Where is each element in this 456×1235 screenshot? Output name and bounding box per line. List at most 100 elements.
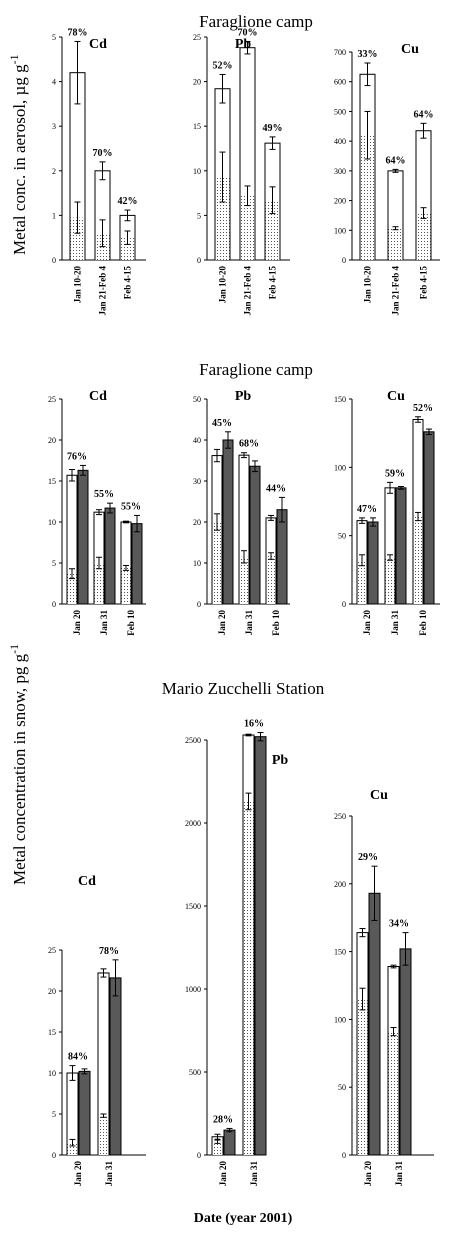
x-tick-label: Jan 31 (244, 610, 254, 636)
y-tick-label: 25 (48, 946, 56, 955)
chart-aerosol-cu: 0 100 200 300 400 500 600 700 Cu 33% Jan 10-20 64% J… (334, 42, 440, 316)
y-tick-label: 30 (193, 477, 201, 486)
y-axis-label-aerosol: Metal conc. in aerosol, µg g-1 (7, 54, 29, 255)
x-tick-label: Jan 20 (73, 1161, 83, 1187)
y-tick-label: 10 (193, 167, 201, 176)
percent-label: 33% (358, 49, 378, 60)
x-tick-label: Jan 21-Feb 4 (391, 266, 401, 316)
x-tick-label: Feb 10 (126, 610, 136, 636)
x-tick-label: Jan 10-20 (363, 266, 373, 304)
bar-soluble (243, 801, 254, 1155)
x-tick-label: Jan 31 (104, 1161, 114, 1187)
y-tick-label: 5 (52, 559, 56, 568)
y-tick-label: 10 (48, 518, 56, 527)
y-tick-label: 2500 (185, 736, 201, 745)
chart-snow-mz-cu: 0 50 100 150 200 250 Cu 29% Jan 20 34% Jan 31 (334, 788, 434, 1186)
y-tick-label: 600 (334, 78, 346, 87)
y-tick-label: 0 (197, 600, 201, 609)
y-tick-label: 3 (52, 122, 56, 131)
y-tick-label: 0 (342, 600, 346, 609)
chart-snow-fc-cu: 0 50 100 150 Cu 47% Jan 20 59% Jan 31 52% Feb 10 (334, 389, 440, 636)
y-tick-label: 5 (52, 1110, 56, 1119)
percent-label: 52% (213, 60, 233, 71)
panel-title-snow-fc-cu: Cu (387, 389, 405, 404)
bar-soluble (385, 557, 395, 604)
y-tick-label: 5 (52, 33, 56, 42)
y-tick-label: 0 (342, 256, 346, 265)
bar-soluble (212, 522, 222, 604)
bar-total-2 (78, 1070, 91, 1156)
y-tick-label: 700 (334, 48, 346, 57)
percent-label: 55% (94, 489, 114, 500)
y-tick-label: 10 (193, 559, 201, 568)
x-tick-label: Feb 4-15 (268, 266, 278, 300)
bar-soluble (388, 228, 403, 260)
y-tick-label: 20 (193, 78, 201, 87)
percent-label: 70% (238, 27, 258, 38)
y-tick-label: 0 (52, 1151, 56, 1160)
y-tick-label: 500 (189, 1068, 201, 1077)
x-tick-label: Jan 31 (394, 1161, 404, 1187)
x-tick-label: Jan 10-20 (73, 266, 83, 304)
chart-snow-fc-pb: 0 10 20 30 40 50 Pb 45% Jan 20 68% Jan 31 44% Feb 10 (193, 389, 290, 636)
percent-label: 59% (385, 468, 405, 479)
bar-soluble (357, 999, 368, 1155)
y-tick-label: 0 (197, 1151, 201, 1160)
bar-soluble (212, 1141, 223, 1155)
percent-label: 28% (213, 1114, 233, 1125)
panel-title-snow-fc-pb: Pb (235, 389, 252, 404)
x-tick-label: Jan 20 (218, 1161, 228, 1187)
percent-label: 64% (386, 155, 406, 166)
bar-total-2 (368, 892, 381, 1156)
y-tick-label: 100 (334, 463, 346, 472)
x-tick-label: Jan 20 (217, 610, 227, 636)
bar-soluble (416, 213, 431, 260)
y-tick-label: 2000 (185, 819, 201, 828)
x-tick-label: Feb 10 (271, 610, 281, 636)
x-tick-label: Jan 20 (362, 610, 372, 636)
bar-total-2 (104, 507, 116, 605)
bar-soluble (239, 556, 249, 604)
bar-soluble (215, 177, 230, 260)
bar-soluble (413, 516, 423, 604)
y-tick-label: 50 (338, 1083, 346, 1092)
percent-label: 42% (118, 196, 138, 207)
bar-soluble (266, 556, 276, 604)
percent-label: 44% (266, 483, 286, 494)
y-tick-label: 100 (334, 226, 346, 235)
y-tick-label: 0 (342, 1151, 346, 1160)
section-title-faraglione-snow: Faraglione camp (199, 360, 313, 379)
y-tick-label: 25 (48, 395, 56, 404)
bar-soluble (357, 560, 367, 604)
percent-label: 84% (68, 1052, 88, 1063)
y-tick-label: 15 (48, 1028, 56, 1037)
x-tick-label: Jan 31 (99, 610, 109, 636)
y-tick-label: 200 (334, 197, 346, 206)
x-axis-label: Date (year 2001) (194, 1211, 293, 1226)
percent-label: 34% (389, 919, 409, 930)
panel-title-snow-mz-pb: Pb (272, 753, 289, 768)
percent-label: 78% (99, 946, 119, 957)
bar-soluble (94, 563, 104, 604)
panel-title-aerosol-cu: Cu (401, 42, 419, 57)
section-title-mario-zucchelli: Mario Zucchelli Station (162, 679, 325, 698)
bar-soluble (67, 573, 77, 604)
bar-total-2 (276, 509, 288, 605)
x-tick-label: Feb 4-15 (123, 266, 133, 300)
y-tick-label: 50 (193, 395, 201, 404)
x-tick-label: Jan 31 (249, 1161, 259, 1187)
bar-soluble (70, 217, 85, 260)
percent-label: 52% (413, 403, 433, 414)
y-tick-label: 5 (197, 211, 201, 220)
y-tick-label: 2 (52, 167, 56, 176)
y-tick-label: 0 (52, 256, 56, 265)
panel-title-snow-mz-cd: Cd (78, 874, 96, 889)
y-tick-label: 20 (48, 987, 56, 996)
bar-total-2 (423, 431, 435, 605)
y-tick-label: 40 (193, 436, 201, 445)
percent-label: 55% (121, 501, 141, 512)
y-tick-label: 200 (334, 880, 346, 889)
x-tick-label: Jan 31 (390, 610, 400, 636)
